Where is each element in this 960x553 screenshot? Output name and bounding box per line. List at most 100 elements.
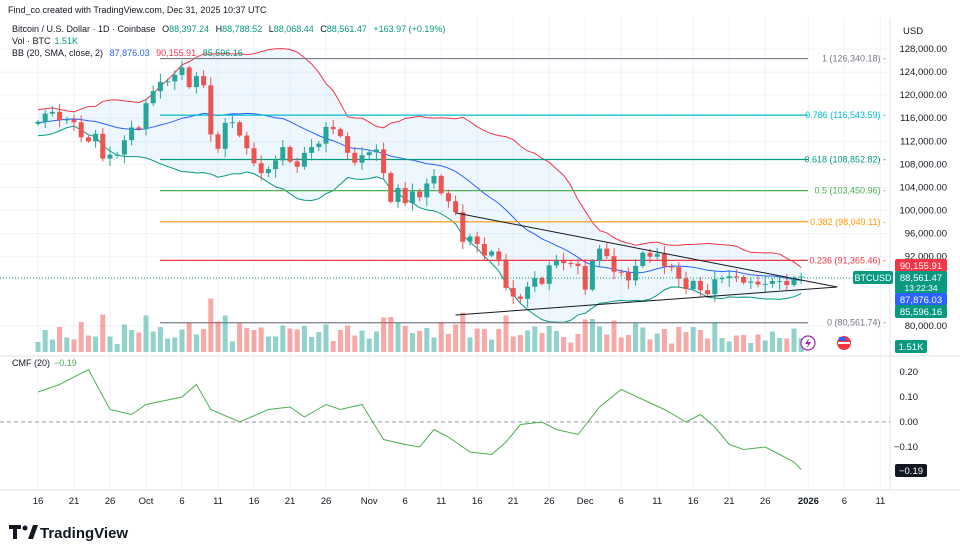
tv-logo-icon — [9, 525, 21, 539]
candle — [539, 278, 545, 284]
svg-text:−0.19: −0.19 — [899, 466, 923, 477]
fib-level-label: 0.618 (108,852.82) - — [804, 154, 886, 164]
volume-bar — [373, 331, 379, 352]
candle — [165, 81, 171, 83]
candle — [625, 272, 631, 281]
svg-text:87,876.03: 87,876.03 — [900, 295, 942, 306]
chart-credit: Find_co created with TradingView.com, De… — [8, 5, 267, 15]
candle — [201, 76, 207, 86]
legend-bb-lower: 85,596.16 — [203, 48, 243, 58]
volume-bar — [78, 322, 84, 352]
candle — [244, 135, 250, 149]
time-tick: 26 — [544, 496, 555, 507]
candle — [193, 76, 199, 88]
candle — [424, 183, 430, 198]
volume-bar — [489, 339, 495, 352]
cmf-tick: 0.00 — [900, 417, 919, 428]
volume-bar — [417, 331, 423, 352]
volume-bar — [647, 339, 653, 352]
cmf-tick: −0.10 — [894, 442, 918, 453]
volume-tag — [895, 340, 927, 353]
legend-cmf: −0.19 — [54, 358, 77, 368]
price-axis[interactable]: 128,000.00 124,000.00 120,000.00 116,000.00… — [899, 44, 947, 332]
lightning-icon[interactable] — [800, 335, 816, 351]
volume-bar — [244, 328, 250, 352]
legend-volume: 1.51K — [55, 36, 79, 46]
candle — [265, 169, 271, 174]
volume-bar — [409, 333, 415, 352]
candle — [733, 276, 739, 278]
candle — [496, 251, 502, 260]
fib-retracement[interactable]: 1 (126,340.18) - 0.786 (116,543.59) - 0.61… — [160, 54, 886, 328]
volume-bar — [93, 336, 99, 352]
triangle-pattern[interactable] — [455, 212, 838, 316]
candle — [640, 252, 646, 266]
candle — [647, 252, 653, 257]
candle — [100, 133, 106, 159]
volume-bar — [294, 329, 300, 352]
volume-bar — [352, 335, 358, 352]
triangle-upper-trendline[interactable] — [455, 212, 838, 288]
volume-bar — [474, 328, 480, 352]
candle — [726, 276, 732, 279]
volume-bar — [604, 334, 610, 352]
candle — [597, 248, 603, 261]
candle — [85, 137, 91, 142]
time-tick: 6 — [403, 496, 408, 507]
candle — [417, 191, 423, 198]
legend-high: 88,788.52 — [222, 24, 262, 34]
volume-bar — [201, 329, 207, 352]
candle — [683, 278, 689, 290]
candle — [777, 280, 783, 282]
candle — [57, 111, 63, 120]
volume-bar — [388, 317, 394, 352]
volume-bar — [618, 337, 624, 352]
candle — [438, 175, 444, 194]
candle — [525, 286, 531, 299]
candle — [611, 256, 617, 272]
us-flag-icon[interactable] — [837, 336, 851, 350]
volume-bar — [431, 337, 437, 352]
price-tick: 128,000.00 — [899, 44, 947, 55]
legend-open: 88,397.24 — [169, 24, 209, 34]
bb-basis-tag — [895, 293, 947, 306]
candle — [409, 191, 415, 204]
cmf-axis[interactable]: 0.20 0.10 0.00 −0.10 — [894, 367, 918, 453]
candle — [366, 152, 372, 156]
candle — [301, 152, 307, 167]
tradingview-logo[interactable]: TradingView — [9, 525, 128, 542]
candle — [604, 248, 610, 257]
volume-bar — [85, 335, 91, 352]
candle — [93, 133, 99, 142]
price-tick: 108,000.00 — [899, 159, 947, 170]
time-tick: 16 — [472, 496, 483, 507]
candle — [381, 149, 387, 174]
candle — [589, 260, 595, 290]
fib-level-label: 0.236 (91,365.46) - — [809, 255, 886, 265]
triangle-lower-trendline[interactable] — [455, 286, 838, 316]
candle — [136, 127, 142, 130]
volume-bar — [323, 324, 329, 352]
candle — [661, 253, 667, 267]
candle — [42, 113, 48, 122]
volume-bar — [337, 330, 343, 352]
legend-low: 88,068.44 — [274, 24, 314, 34]
time-axis[interactable]: 16 21 26 Oct 6 11 16 21 26 Nov 6 11 16 21 26 Dec 6 11 16 21… — [33, 496, 886, 507]
volume-bar — [309, 337, 315, 352]
price-tick: 124,000.00 — [899, 67, 947, 78]
volume-bar — [712, 322, 718, 352]
volume-bar — [733, 335, 739, 352]
volume-bar — [330, 341, 336, 352]
volume-bar — [35, 342, 41, 352]
time-tick: 26 — [760, 496, 771, 507]
volume-bar — [611, 320, 617, 352]
price-tick: 100,000.00 — [899, 206, 947, 217]
candle — [755, 281, 761, 285]
legend-row-cmf: CMF (20) −0.19 — [12, 358, 77, 368]
volume-bar — [157, 327, 163, 352]
volume-bar — [748, 343, 754, 352]
time-tick: 6 — [179, 496, 184, 507]
volume-bar — [589, 319, 595, 352]
